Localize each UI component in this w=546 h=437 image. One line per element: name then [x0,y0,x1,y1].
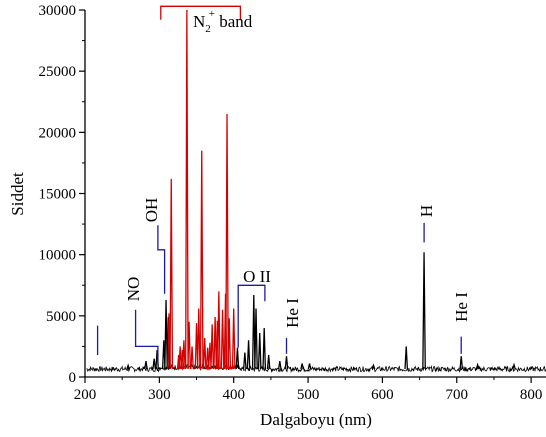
annotation-he-i-471: He I [283,298,302,328]
marker-o-ii [237,284,266,348]
x-tick-label: 200 [74,387,97,403]
spectrum-lines [86,9,546,374]
y-tick-label: 15000 [39,187,77,203]
y-tick-label: 30000 [39,3,77,19]
spectrum-peak [166,317,171,370]
spectrum-peak [220,309,225,370]
y-tick-label: 10000 [39,248,77,264]
spectrum-peak [300,363,304,370]
x-tick-label: 300 [148,387,171,403]
x-tick-label: 600 [371,387,394,403]
y-tick-label: 0 [69,370,77,386]
spectrum-peak [182,340,186,370]
spectrum-peak [216,291,221,370]
spectrum-peak [231,308,236,370]
spectrum-peak [225,113,229,370]
spectrum-peak [475,362,480,370]
spectrum-peak [512,362,516,370]
spectrum-peak [144,361,148,370]
spectrum-peak [266,354,271,370]
annotation-he-i-706: He I [452,292,471,322]
annotation-h-656: H [417,205,436,217]
annotation-n2-superscript: + [209,8,215,20]
spectrum-peak [199,150,204,370]
spectrum-peak [235,347,240,370]
spectrum-peak [404,346,409,370]
y-tick-label: 5000 [46,309,76,325]
annotation-n2-band: N2 + band [193,8,253,35]
spectrum-peak [196,308,201,370]
spectrum-peak [459,356,464,370]
y-axis-title: Siddet [8,172,27,216]
spectrum-peak [246,340,251,370]
annotation-markers [96,5,462,363]
spectrum-peak [187,321,191,370]
spectrum-peak [227,318,232,370]
marker-n2-band-bracket [160,5,242,20]
annotation-o-ii: O II [243,267,271,286]
spectrum-peak [254,308,258,370]
spectrum-peak [155,350,159,370]
y-tick-label: 20000 [39,125,77,141]
spectrum-peak [190,346,194,370]
spectrum-peak [210,324,214,370]
annotation-n2-subscript: 2 [205,23,211,35]
spectrum-peak [284,356,289,370]
axes: 200 300 400 500 600 700 800 0 5000 10000 15000 2000… [39,3,546,403]
y-tick-label: 25000 [39,64,77,80]
x-tick-label: 500 [297,387,320,403]
annotation-n2-base: N [193,12,205,31]
spectrum-peak [277,361,282,370]
annotation-no: NO [124,277,143,302]
marker-oh [157,225,166,294]
spectrum-peak [185,9,189,370]
x-tick-label: 700 [446,387,469,403]
spectrum-peak [307,363,312,370]
spectrum-peak [243,352,247,370]
spectrum-peak [178,346,183,370]
spectrum-peak [169,178,174,370]
spectrum-peak [164,299,168,370]
annotation-oh: OH [142,198,161,223]
annotation-n2-rest: band [215,12,253,31]
spectrum-peak [257,332,262,370]
spectrum-peak [262,328,267,370]
x-tick-label: 800 [520,387,543,403]
x-tick-label: 400 [222,387,245,403]
spectrum-peak [422,252,426,370]
spectrum-peak [152,358,156,370]
spectrum-peak [202,337,207,370]
marker-no [134,309,159,363]
spectrum-peak [251,295,256,370]
x-axis-title: Dalgaboyu (nm) [260,410,372,429]
spectrum-peak [126,363,130,370]
spectrum-peak [213,317,217,370]
spectrum-peak [371,363,376,370]
